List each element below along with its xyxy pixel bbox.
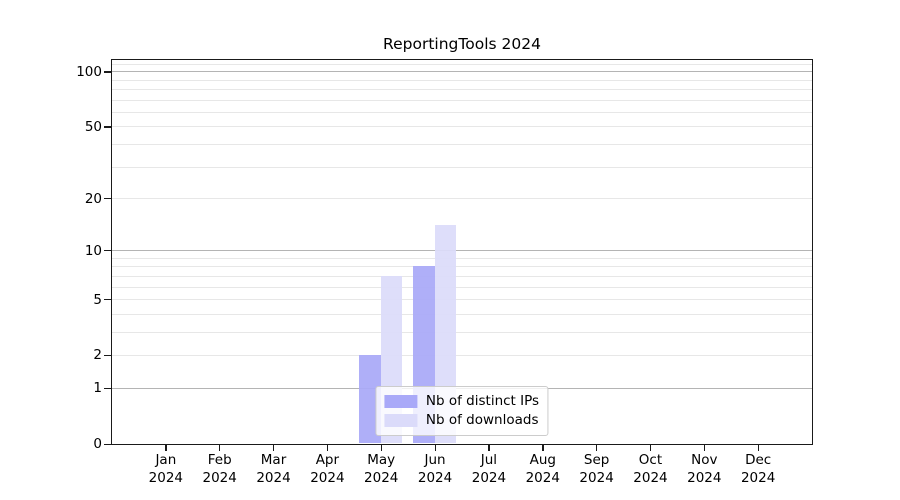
x-tick-mark [703, 445, 706, 451]
gridline-minor [111, 313, 812, 315]
y-tick-label: 2 [93, 347, 102, 364]
y-tick-label: 10 [84, 242, 102, 259]
x-tick-mark [434, 445, 436, 451]
x-tick-label: Dec 2024 [740, 452, 776, 486]
gridline-major [111, 71, 812, 73]
y-tick-label: 50 [84, 118, 102, 135]
y-tick-label: 1 [93, 380, 102, 397]
legend-item: Nb of downloads [383, 411, 539, 430]
legend-item: Nb of distinct IPs [383, 392, 540, 411]
x-tick-label: Apr 2024 [310, 452, 345, 486]
x-tick-mark [757, 445, 759, 451]
distinct-ips-swatch-icon [383, 394, 417, 408]
x-tick-label: Nov 2024 [687, 452, 722, 486]
y-tick-label: 0 [93, 436, 102, 452]
downloads-swatch-icon [383, 413, 417, 427]
gridline-minor [111, 112, 812, 114]
x-tick-label: Oct 2024 [633, 452, 668, 486]
x-tick-mark [488, 445, 490, 451]
gridline-minor [111, 166, 812, 168]
y-tick-label: 100 [76, 63, 102, 80]
x-tick-label: Jun 2024 [417, 452, 453, 486]
x-tick-mark [596, 445, 598, 451]
y-tick-mark [104, 198, 111, 200]
x-tick-mark [326, 445, 329, 451]
x-tick-label: Jan 2024 [148, 452, 184, 486]
x-tick-label: Mar 2024 [256, 452, 291, 486]
gridline-minor [111, 126, 812, 128]
gridline-minor [111, 99, 812, 101]
gridline-minor [111, 144, 812, 146]
y-tick-mark [104, 71, 111, 73]
x-tick-mark [380, 445, 383, 451]
y-tick-mark [104, 443, 111, 445]
x-tick-label: Aug 2024 [525, 452, 560, 486]
legend-label: Nb of downloads [425, 412, 539, 428]
gridline-minor [111, 266, 812, 268]
x-tick-label: May 2024 [364, 452, 399, 486]
x-tick-label: Feb 2024 [202, 452, 237, 486]
y-tick-mark [104, 387, 111, 389]
y-tick-mark [104, 299, 111, 301]
gridline-minor [111, 275, 812, 277]
y-tick-label: 5 [93, 291, 102, 308]
gridline-minor [111, 79, 812, 81]
x-tick-mark [273, 445, 275, 451]
gridline-minor [111, 63, 812, 65]
gridline-minor [111, 257, 812, 259]
x-tick-mark [165, 445, 167, 451]
y-tick-mark [104, 126, 111, 128]
gridline-minor [111, 331, 812, 333]
legend-label: Nb of distinct IPs [425, 393, 540, 409]
plot-area: Nb of distinct IPs Nb of downloads [110, 58, 813, 445]
y-tick-label: 20 [84, 190, 102, 207]
gridline-major [111, 250, 812, 252]
x-tick-mark [542, 445, 544, 451]
y-tick-mark [104, 354, 111, 357]
gridline-minor [111, 354, 812, 356]
x-tick-label: Sep 2024 [579, 452, 614, 486]
x-tick-mark [219, 445, 221, 451]
y-tick-mark [104, 250, 111, 252]
gridline-minor [111, 89, 812, 91]
gridline-minor [111, 286, 812, 288]
legend: Nb of distinct IPs Nb of downloads [374, 385, 549, 436]
x-tick-label: Jul 2024 [471, 452, 507, 486]
gridline-minor [111, 198, 812, 199]
chart-title: ReportingTools 2024 [383, 35, 541, 53]
gridline-minor [111, 299, 812, 301]
x-tick-mark [649, 445, 652, 451]
